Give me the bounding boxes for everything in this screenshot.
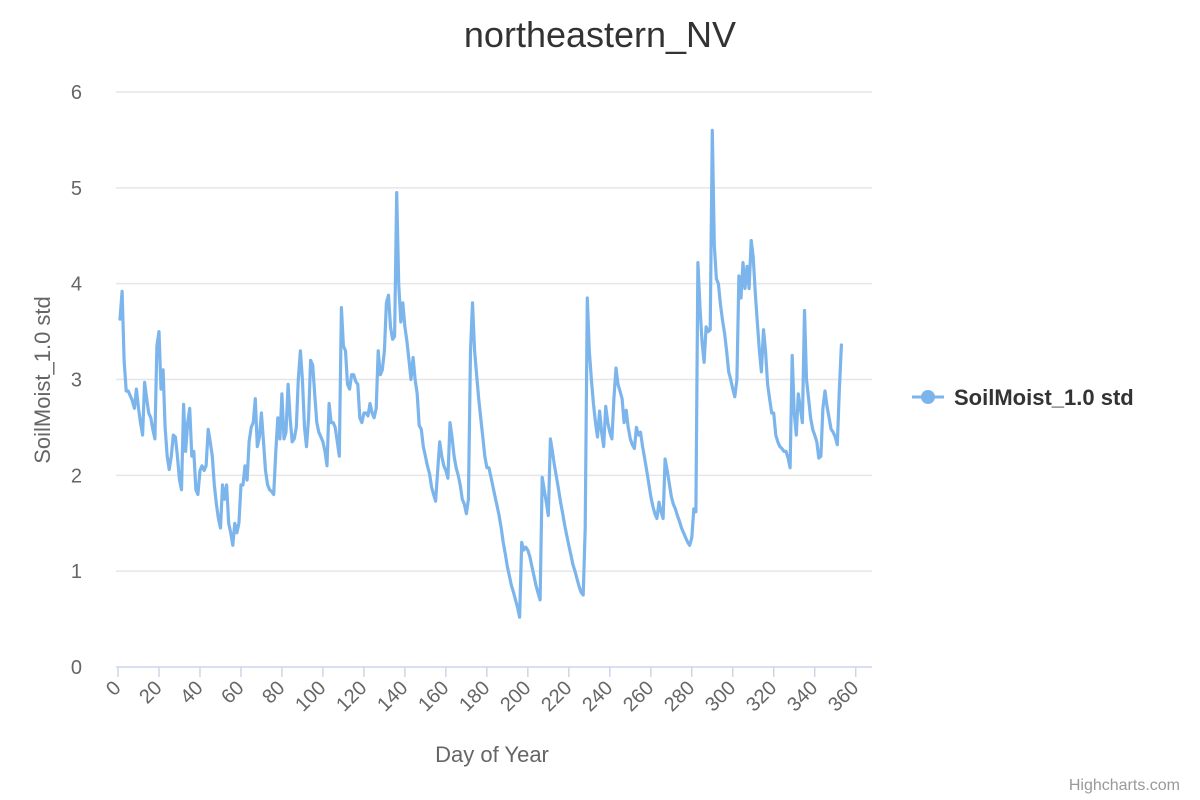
x-tick-label-60: 60 (217, 677, 248, 708)
x-tick-label-20: 20 (135, 677, 166, 708)
x-tick-label-320: 320 (742, 677, 781, 716)
x-tick-label-100: 100 (291, 677, 330, 716)
y-axis-title: SoilMoist_1.0 std (30, 296, 55, 464)
x-tick-label-80: 80 (258, 677, 289, 708)
x-tick-label-180: 180 (455, 677, 494, 716)
x-axis-tick-labels: 0 20 40 60 80 100 120 140 160 180 200 220 240 260 280 3… (102, 677, 863, 716)
x-axis (116, 666, 872, 677)
x-tick-label-260: 260 (619, 677, 658, 716)
y-tick-label-3: 3 (71, 370, 82, 392)
x-tick-label-280: 280 (660, 677, 699, 716)
y-tick-label-5: 5 (71, 178, 82, 200)
y-tick-label-4: 4 (71, 274, 82, 296)
legend-item-soilmoist[interactable]: SoilMoist_1.0 std (954, 385, 1134, 410)
chart-title: northeastern_NV (464, 14, 736, 55)
x-axis-title: Day of Year (435, 742, 549, 767)
x-tick-label-0: 0 (102, 677, 125, 700)
x-tick-label-40: 40 (176, 677, 207, 708)
legend-marker (921, 390, 935, 404)
y-tick-label-0: 0 (71, 657, 82, 679)
x-tick-label-160: 160 (414, 677, 453, 716)
series-soilmoist-line[interactable] (118, 128, 843, 619)
x-tick-label-200: 200 (496, 677, 535, 716)
highcharts-credit[interactable]: Highcharts.com (1069, 777, 1180, 794)
x-tick-label-140: 140 (373, 677, 412, 716)
y-axis-tick-labels: 0 1 2 3 4 5 6 (71, 82, 82, 679)
series-line-0[interactable] (118, 128, 843, 619)
x-tick-label-240: 240 (578, 677, 617, 716)
legend[interactable]: SoilMoist_1.0 std (912, 385, 1134, 410)
gridlines (116, 91, 872, 572)
x-tick-label-360: 360 (824, 677, 863, 716)
x-tick-label-220: 220 (537, 677, 576, 716)
x-tick-label-300: 300 (701, 677, 740, 716)
x-tick-label-340: 340 (783, 677, 822, 716)
y-tick-label-2: 2 (71, 465, 82, 487)
y-tick-label-1: 1 (71, 561, 82, 583)
x-tick-label-120: 120 (332, 677, 371, 716)
y-tick-label-6: 6 (71, 82, 82, 104)
